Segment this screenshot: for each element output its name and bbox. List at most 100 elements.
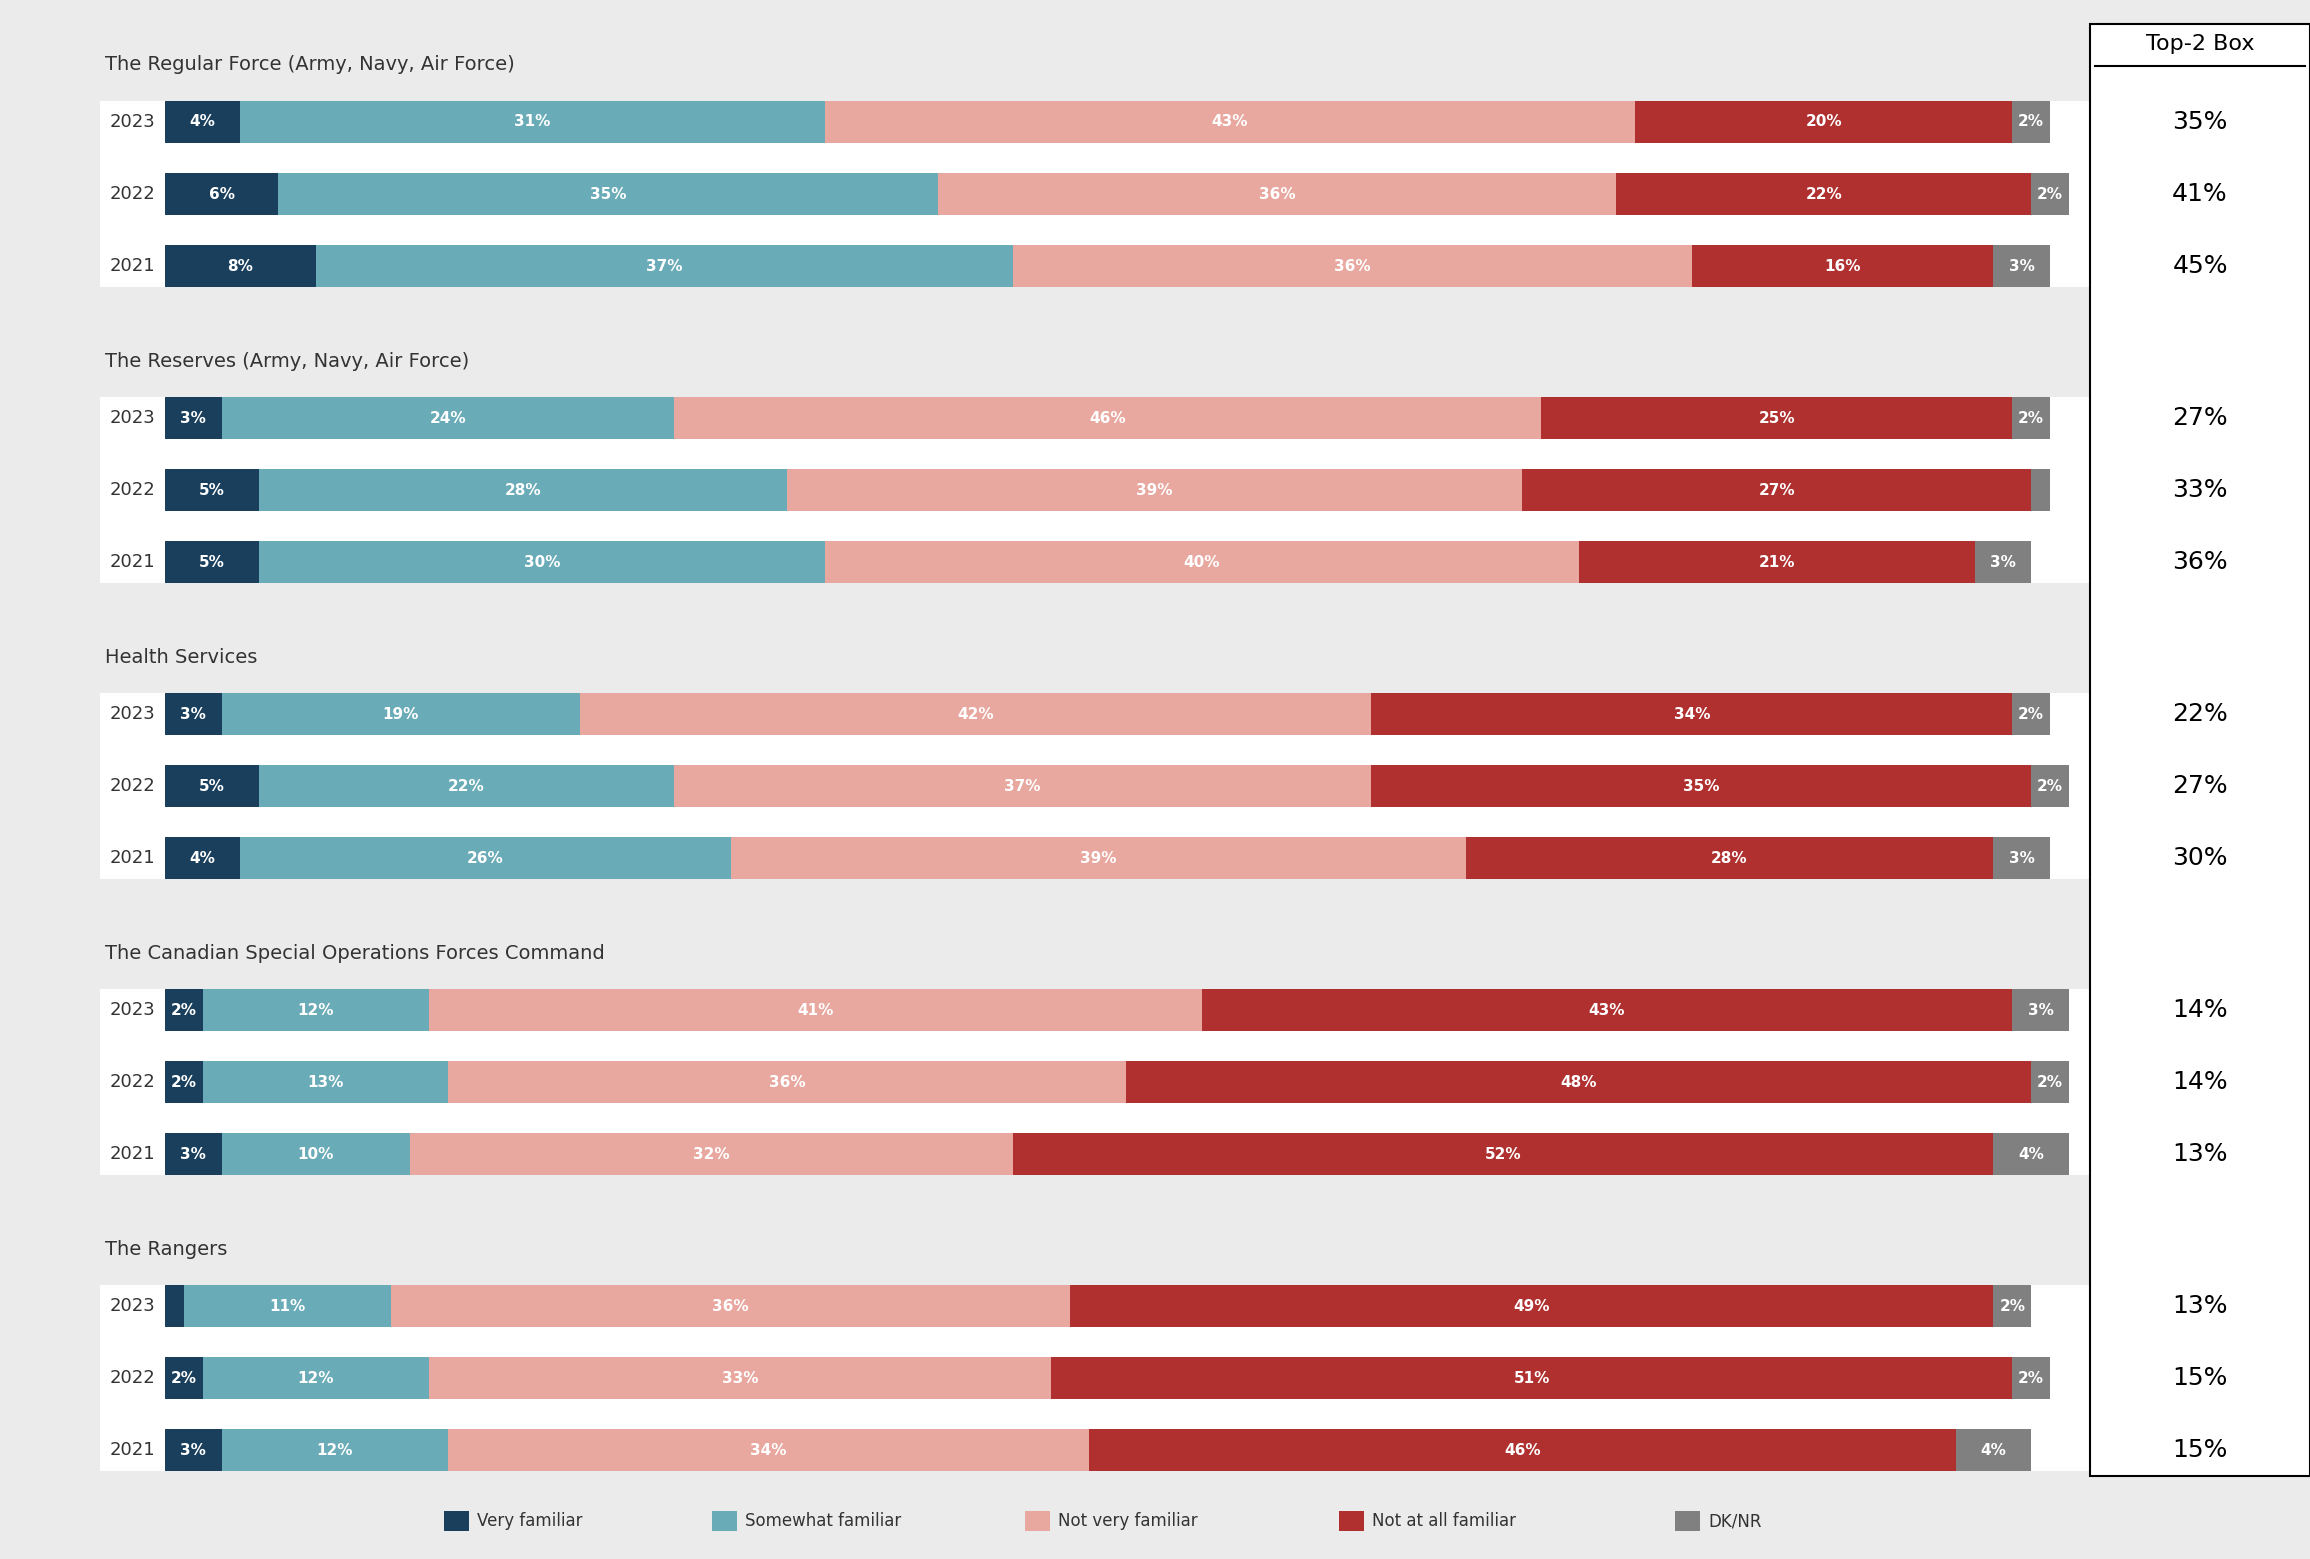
Text: 27%: 27% bbox=[1758, 482, 1795, 497]
Text: 2022: 2022 bbox=[109, 1369, 155, 1388]
Text: 4%: 4% bbox=[1980, 1442, 2007, 1458]
Text: 8%: 8% bbox=[226, 259, 254, 273]
Bar bbox=[1088, 1430, 1957, 1472]
Bar bbox=[2030, 765, 2070, 808]
Text: 30%: 30% bbox=[2171, 847, 2227, 870]
Text: 22%: 22% bbox=[448, 778, 485, 794]
Text: 21%: 21% bbox=[1758, 555, 1795, 569]
Bar bbox=[240, 837, 730, 879]
Text: DK/NR: DK/NR bbox=[1709, 1512, 1763, 1529]
Bar bbox=[1691, 245, 1994, 287]
Bar bbox=[1127, 1062, 2030, 1104]
Text: 36%: 36% bbox=[2171, 550, 2227, 574]
Text: Somewhat familiar: Somewhat familiar bbox=[744, 1512, 901, 1529]
Text: Not very familiar: Not very familiar bbox=[1058, 1512, 1199, 1529]
Bar bbox=[164, 469, 259, 511]
Text: 24%: 24% bbox=[430, 410, 467, 426]
Text: 22%: 22% bbox=[1806, 187, 1841, 201]
Bar bbox=[164, 1430, 222, 1472]
Text: 43%: 43% bbox=[1213, 114, 1247, 129]
Bar bbox=[164, 765, 259, 808]
Bar bbox=[2012, 398, 2049, 440]
Text: 5%: 5% bbox=[199, 482, 224, 497]
Text: 5%: 5% bbox=[199, 778, 224, 794]
Bar bbox=[259, 541, 825, 583]
Bar bbox=[203, 988, 430, 1030]
Bar bbox=[164, 837, 240, 879]
Bar bbox=[448, 1062, 1127, 1104]
Bar bbox=[164, 398, 222, 440]
Bar bbox=[259, 469, 788, 511]
Bar bbox=[2030, 469, 2049, 511]
Text: 2%: 2% bbox=[171, 1370, 196, 1386]
Bar bbox=[730, 837, 1465, 879]
Text: 2%: 2% bbox=[1998, 1299, 2026, 1314]
Text: The Rangers: The Rangers bbox=[104, 1239, 226, 1258]
Text: 2%: 2% bbox=[171, 1002, 196, 1018]
Bar bbox=[1465, 837, 1994, 879]
Text: 13%: 13% bbox=[2171, 1143, 2227, 1166]
Bar bbox=[99, 694, 2310, 879]
Bar bbox=[164, 245, 316, 287]
Text: 2%: 2% bbox=[2037, 778, 2063, 794]
Text: 15%: 15% bbox=[2171, 1366, 2227, 1391]
Text: Not at all familiar: Not at all familiar bbox=[1372, 1512, 1515, 1529]
Text: 36%: 36% bbox=[769, 1074, 806, 1090]
Text: 36%: 36% bbox=[1259, 187, 1296, 201]
Bar bbox=[1070, 1285, 1994, 1327]
Text: 14%: 14% bbox=[2171, 998, 2227, 1023]
Text: 40%: 40% bbox=[1183, 555, 1220, 569]
Text: 2021: 2021 bbox=[109, 1441, 155, 1459]
Text: 2021: 2021 bbox=[109, 553, 155, 571]
Bar bbox=[825, 541, 1578, 583]
Text: The Canadian Special Operations Forces Command: The Canadian Special Operations Forces C… bbox=[104, 943, 605, 962]
Text: 35%: 35% bbox=[589, 187, 626, 201]
Bar bbox=[2012, 1356, 2049, 1398]
Text: 15%: 15% bbox=[2171, 1437, 2227, 1462]
Bar bbox=[2012, 694, 2049, 734]
Bar bbox=[164, 173, 277, 215]
Text: 2%: 2% bbox=[2037, 1074, 2063, 1090]
Bar bbox=[259, 765, 675, 808]
Bar bbox=[277, 173, 938, 215]
Text: 42%: 42% bbox=[956, 706, 993, 722]
Text: 2023: 2023 bbox=[109, 112, 155, 131]
Text: Top-2 Box: Top-2 Box bbox=[2146, 34, 2255, 55]
Bar bbox=[222, 1430, 448, 1472]
Bar bbox=[1014, 245, 1691, 287]
Text: 26%: 26% bbox=[467, 851, 504, 865]
Text: 37%: 37% bbox=[1005, 778, 1042, 794]
Text: 25%: 25% bbox=[1758, 410, 1795, 426]
Text: 12%: 12% bbox=[298, 1002, 335, 1018]
Bar bbox=[675, 765, 1372, 808]
Bar bbox=[164, 988, 203, 1030]
Text: 41%: 41% bbox=[797, 1002, 834, 1018]
Text: 2%: 2% bbox=[2019, 410, 2044, 426]
Text: 11%: 11% bbox=[270, 1299, 305, 1314]
Bar bbox=[1675, 1511, 1700, 1531]
Bar bbox=[222, 1133, 411, 1175]
Text: Health Services: Health Services bbox=[104, 647, 256, 667]
Bar bbox=[1994, 837, 2049, 879]
Text: 37%: 37% bbox=[647, 259, 684, 273]
Text: 3%: 3% bbox=[1989, 555, 2017, 569]
Text: 20%: 20% bbox=[1806, 114, 1841, 129]
Bar bbox=[99, 620, 2310, 694]
Bar bbox=[444, 1511, 469, 1531]
Text: 19%: 19% bbox=[383, 706, 418, 722]
Text: 2%: 2% bbox=[2019, 114, 2044, 129]
Text: 34%: 34% bbox=[751, 1442, 785, 1458]
Text: 35%: 35% bbox=[2171, 111, 2227, 134]
Text: 14%: 14% bbox=[2171, 1069, 2227, 1094]
Text: 41%: 41% bbox=[2171, 182, 2227, 206]
Bar bbox=[825, 101, 1635, 143]
Text: 36%: 36% bbox=[711, 1299, 748, 1314]
Text: 51%: 51% bbox=[1513, 1370, 1550, 1386]
Bar bbox=[222, 398, 675, 440]
Text: 2%: 2% bbox=[171, 1074, 196, 1090]
Text: 48%: 48% bbox=[1562, 1074, 1596, 1090]
Bar bbox=[411, 1133, 1014, 1175]
Bar bbox=[430, 1356, 1051, 1398]
Bar bbox=[203, 1062, 448, 1104]
Bar bbox=[1372, 765, 2030, 808]
